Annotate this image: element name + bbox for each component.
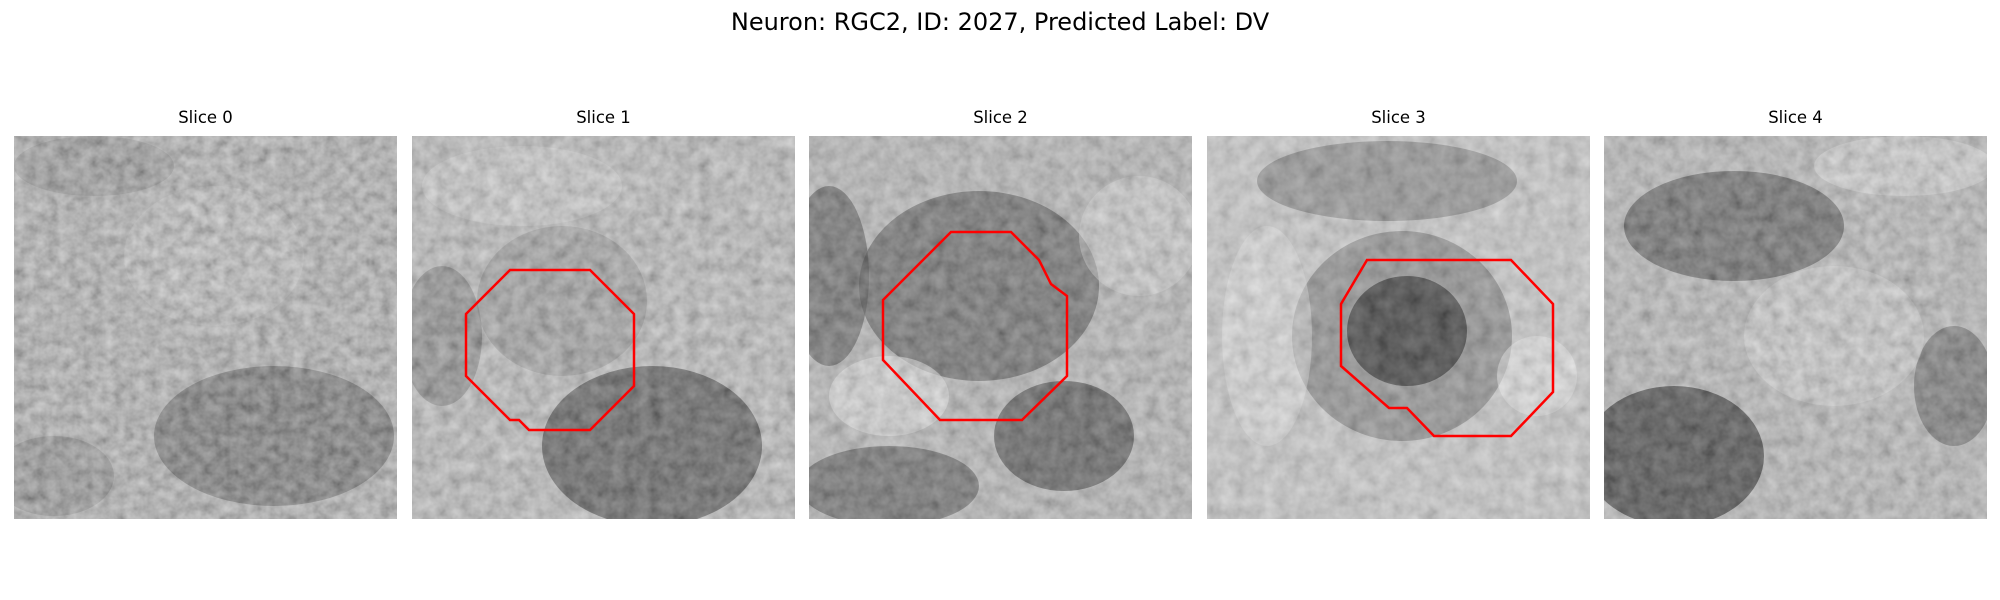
slice-panel-2: Slice 2 <box>809 108 1192 519</box>
contour-outline <box>881 230 1069 422</box>
slice-title: Slice 0 <box>178 108 233 127</box>
slice-image-3 <box>1207 136 1590 519</box>
slice-panel-1: Slice 1 <box>412 108 795 519</box>
slice-panel-3: Slice 3 <box>1207 108 1590 519</box>
slice-image-2 <box>809 136 1192 519</box>
slice-image-1 <box>412 136 795 519</box>
slice-panel-0: Slice 0 <box>14 108 397 519</box>
slice-title: Slice 3 <box>1371 108 1426 127</box>
slice-title: Slice 1 <box>576 108 631 127</box>
contour-outline <box>1339 258 1555 438</box>
slice-image-0 <box>14 136 397 519</box>
slice-title: Slice 4 <box>1768 108 1823 127</box>
slice-title: Slice 2 <box>973 108 1028 127</box>
slice-image-4 <box>1604 136 1987 519</box>
contour-outline <box>464 268 636 432</box>
figure-title: Neuron: RGC2, ID: 2027, Predicted Label:… <box>730 8 1270 36</box>
slice-panel-4: Slice 4 <box>1604 108 1987 519</box>
